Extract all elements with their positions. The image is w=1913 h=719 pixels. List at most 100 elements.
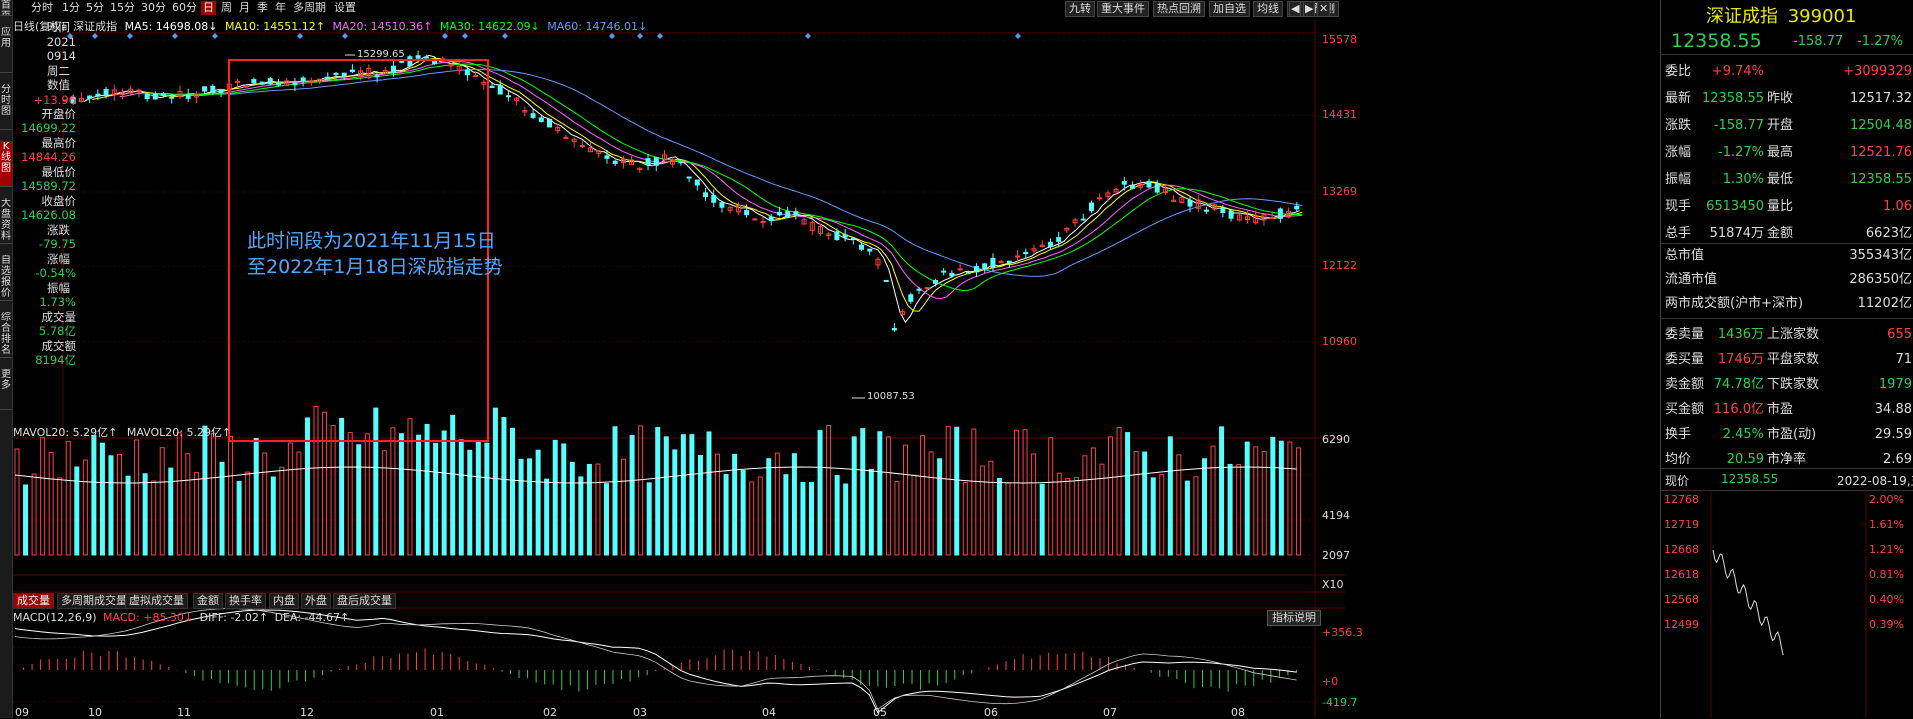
volume-bar bbox=[586, 463, 592, 556]
volume-bar bbox=[629, 435, 635, 556]
next-icon[interactable]: ▶ bbox=[1303, 1, 1316, 17]
volume-bar bbox=[65, 440, 71, 556]
volume-bar bbox=[347, 432, 353, 556]
left-tab[interactable]: 更多 bbox=[0, 369, 12, 410]
indicator-tab[interactable]: 换手率 bbox=[225, 593, 266, 609]
candle-body bbox=[604, 155, 610, 159]
signal-diamond-icon bbox=[127, 33, 133, 39]
indicator-tab[interactable]: 内盘 bbox=[269, 593, 299, 609]
indicator-tab[interactable]: 多周期成交量 bbox=[57, 593, 131, 609]
volume-bar bbox=[108, 455, 114, 556]
high-label: 最高价 bbox=[41, 136, 77, 150]
volume-bar bbox=[210, 432, 216, 556]
period-tab[interactable]: 季 bbox=[257, 1, 268, 14]
period-tab[interactable]: 5分 bbox=[86, 1, 104, 14]
period-tab[interactable]: 设置 bbox=[334, 1, 356, 14]
period-tab[interactable]: 15分 bbox=[110, 1, 135, 14]
candle-body bbox=[1006, 260, 1012, 264]
prev-icon[interactable]: ◀ bbox=[1289, 1, 1302, 17]
volume-bar bbox=[1295, 447, 1301, 556]
quote-value: +3099329 bbox=[1843, 64, 1912, 79]
volume-bar bbox=[740, 470, 746, 556]
left-tab[interactable]: 应用 bbox=[0, 27, 12, 73]
volume-bar bbox=[544, 478, 550, 556]
volume-bar bbox=[996, 477, 1002, 556]
left-tab[interactable]: 分时图 bbox=[0, 84, 12, 130]
volume-bar bbox=[219, 461, 225, 556]
info-pct: -0.54% bbox=[35, 266, 76, 280]
volume-bar bbox=[142, 473, 148, 556]
indicator-tab[interactable]: 成交量 bbox=[13, 593, 54, 609]
period-tab[interactable]: 分时 bbox=[31, 1, 53, 14]
market-label: 两市成交额(沪市+深市) bbox=[1665, 296, 1804, 311]
candle-body bbox=[267, 78, 273, 85]
toolbar-button[interactable]: 重大事件 bbox=[1097, 1, 1149, 17]
volume-bar bbox=[1056, 472, 1062, 556]
volume-bar bbox=[23, 484, 29, 556]
candle-body bbox=[678, 161, 684, 164]
period-tab[interactable]: 多周期 bbox=[293, 1, 326, 14]
left-tab[interactable]: 自选报价 bbox=[0, 255, 12, 301]
quote-value: 1.06 bbox=[1883, 199, 1912, 214]
macd-tick: +356.3 bbox=[1322, 626, 1363, 639]
month-tick: 06 bbox=[984, 706, 998, 719]
candle-body bbox=[1286, 210, 1292, 218]
signal-diamond-icon bbox=[462, 33, 468, 39]
volume-bar bbox=[791, 453, 797, 556]
indicator-help-button[interactable]: 指标说明 bbox=[1267, 610, 1321, 626]
diff-value: DIFF: -2.02↑ bbox=[199, 611, 269, 624]
volume-bar bbox=[1150, 477, 1156, 556]
mavol-value: MAVOL20: 5.29亿↑ bbox=[13, 426, 118, 439]
quote-label: 上涨家数 bbox=[1767, 327, 1820, 342]
quote-label: 市盈 bbox=[1767, 402, 1794, 417]
quote-value: 2.69 bbox=[1883, 452, 1912, 467]
quote-row: 委买量 1746万 平盘家数 71 bbox=[1661, 347, 1913, 372]
left-tab[interactable]: 大盘资料 bbox=[0, 198, 12, 244]
signal-diamond-icon bbox=[609, 33, 615, 39]
period-tab[interactable]: 1分 bbox=[62, 1, 80, 14]
last-price: 12358.55 bbox=[1671, 30, 1762, 52]
indicator-tab[interactable]: 外盘 bbox=[301, 593, 331, 609]
candle-body bbox=[1113, 188, 1119, 193]
candle-body bbox=[686, 176, 692, 179]
close-icon[interactable]: ✕ bbox=[1317, 1, 1331, 17]
mavol-line bbox=[14, 466, 1297, 484]
signal-diamond-icon bbox=[297, 33, 303, 39]
indicator-tab[interactable]: 盘后成交量 bbox=[333, 593, 396, 609]
period-tab[interactable]: 月 bbox=[239, 1, 250, 14]
toolbar-button[interactable]: 热点回溯 bbox=[1153, 1, 1205, 17]
period-tab[interactable]: 年 bbox=[275, 1, 286, 14]
toolbar-button[interactable]: 加自选 bbox=[1209, 1, 1250, 17]
volume-bar bbox=[501, 417, 507, 556]
left-tab[interactable]: K线图 bbox=[0, 141, 12, 187]
ma20-line bbox=[119, 60, 1303, 300]
left-tab[interactable]: 综合排名 bbox=[0, 312, 12, 358]
candle-body bbox=[974, 266, 980, 273]
indicator-tab[interactable]: 虚拟成交量 bbox=[125, 593, 188, 609]
market-value: 11202亿 bbox=[1857, 296, 1912, 311]
candle-body bbox=[1253, 216, 1259, 224]
quote-value: 1.30% bbox=[1722, 172, 1764, 187]
period-tab[interactable]: 日 bbox=[201, 1, 216, 15]
candle-body bbox=[661, 154, 667, 161]
price-tick: 10960 bbox=[1322, 335, 1357, 348]
candle-body bbox=[423, 56, 429, 59]
volume-bar bbox=[339, 417, 345, 556]
left-tab[interactable]: 首页 bbox=[0, 0, 12, 16]
indicator-tab[interactable]: 金额 bbox=[193, 593, 223, 609]
mavol-legend: MAVOL20: 5.29亿↑ MAVOL20: 5.29亿↑ bbox=[13, 424, 231, 440]
candle-body bbox=[382, 70, 388, 75]
volume-bar bbox=[1125, 432, 1131, 556]
toolbar-button[interactable]: 均线 bbox=[1253, 1, 1283, 17]
period-tab[interactable]: 周 bbox=[221, 1, 232, 14]
volume-bar bbox=[176, 432, 182, 556]
volume-bar bbox=[979, 465, 985, 556]
month-tick: 08 bbox=[1231, 706, 1245, 719]
period-tab[interactable]: 30分 bbox=[141, 1, 166, 14]
quote-value: -1.27% bbox=[1718, 145, 1764, 160]
volume-bar bbox=[552, 439, 558, 556]
toolbar-button[interactable]: 九转 bbox=[1065, 1, 1095, 17]
candle-body bbox=[128, 88, 134, 94]
market-value: 286350亿 bbox=[1849, 272, 1912, 287]
period-tab[interactable]: 60分 bbox=[172, 1, 197, 14]
